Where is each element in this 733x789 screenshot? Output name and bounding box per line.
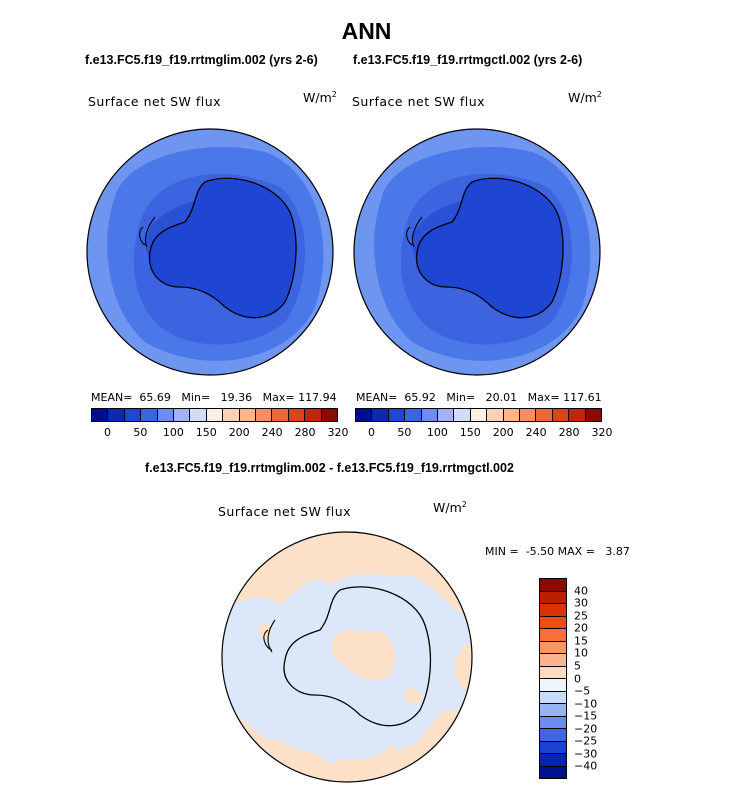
left-colorbar-swatch-6 [190,409,207,421]
diff-colorbar-swatch-6 [540,654,566,667]
left-colorbar [91,408,338,422]
left-colorbar-tick-label: 50 [133,426,148,439]
right-units: W/m2 [568,90,602,106]
right-colorbar-swatch-8 [487,409,504,421]
left-colorbar-swatch-0 [92,409,109,421]
diff-colorbar-swatch-7 [540,666,566,679]
right-colorbar-swatch-14 [585,409,602,421]
left-colorbar-swatch-7 [206,409,224,421]
left-colorbar-swatch-3 [141,409,158,421]
right-colorbar-tick-label: 240 [525,426,547,439]
diff-polar-map [221,531,473,783]
right-colorbar-tick-label: 200 [492,426,514,439]
right-polar-map [353,128,601,376]
diff-colorbar-tick-label: 25 [574,609,588,623]
right-colorbar-tick-label: 50 [397,426,412,439]
diff-colorbar-tick-label: 15 [574,634,588,648]
diff-colorbar-tick-label: 5 [574,659,581,673]
diff-colorbar-tick-label: 30 [574,596,588,610]
diff-colorbar-swatch-9 [540,691,566,704]
diff-colorbar-tick-label: −15 [574,709,598,723]
diff-colorbar-swatch-3 [540,616,566,629]
left-colorbar-tick-label: 100 [162,426,184,439]
diff-colorbar-tick-label: 20 [574,621,588,635]
diff-colorbar-swatch-14 [540,754,566,767]
left-colorbar-tick-label: 320 [327,426,349,439]
left-colorbar-swatch-13 [305,409,322,421]
right-colorbar-swatch-4 [421,409,439,421]
right-colorbar-swatch-10 [520,409,537,421]
diff-colorbar-swatch-1 [540,591,566,604]
diff-stats: MIN = -5.50 MAX = 3.87 [485,545,630,558]
right-colorbar-swatch-11 [536,409,553,421]
diff-colorbar-swatch-5 [540,641,566,654]
diff-colorbar-swatch-15 [540,766,566,778]
right-colorbar-tick-label: 100 [426,426,448,439]
diff-units: W/m2 [433,500,467,516]
left-colorbar-swatch-8 [223,409,240,421]
left-colorbar-swatch-10 [256,409,273,421]
left-colorbar-swatch-1 [108,409,125,421]
right-stats: MEAN= 65.92 Min= 20.01 Max= 117.61 [356,391,602,404]
right-colorbar-swatch-9 [503,409,521,421]
right-colorbar-tick-label: 280 [558,426,580,439]
left-colorbar-tick-label: 200 [228,426,250,439]
left-case-title: f.e13.FC5.f19_f19.rrtmglim.002 (yrs 2-6) [85,53,318,67]
left-colorbar-swatch-12 [288,409,306,421]
left-units: W/m2 [303,90,337,106]
left-colorbar-tick-label: 280 [294,426,316,439]
right-case-title: f.e13.FC5.f19_f19.rrtmgctl.002 (yrs 2-6) [353,53,583,67]
left-colorbar-swatch-5 [174,409,191,421]
right-colorbar-swatch-1 [372,409,389,421]
diff-colorbar-swatch-13 [540,741,566,754]
diff-colorbar-swatch-12 [540,729,566,742]
diff-colorbar-tick-label: −40 [574,759,598,773]
diff-colorbar-swatch-4 [540,629,566,642]
diff-colorbar-swatch-0 [540,579,566,592]
diff-colorbar-swatch-8 [540,679,566,692]
left-colorbar-swatch-14 [321,409,338,421]
left-colorbar-tick-label: 240 [261,426,283,439]
diff-colorbar-swatch-2 [540,604,566,617]
right-panel-label: Surface net SW flux [352,94,486,109]
diff-colorbar-swatch-10 [540,704,566,717]
diff-colorbar-tick-label: −25 [574,734,598,748]
right-colorbar [355,408,602,422]
right-colorbar-swatch-6 [454,409,471,421]
left-colorbar-swatch-9 [239,409,257,421]
diff-colorbar-tick-label: −30 [574,747,598,761]
left-polar-map [86,128,334,376]
right-colorbar-swatch-12 [552,409,570,421]
left-colorbar-swatch-11 [272,409,289,421]
left-stats: MEAN= 65.69 Min= 19.36 Max= 117.94 [91,391,337,404]
diff-colorbar-tick-label: −10 [574,697,598,711]
left-colorbar-tick-label: 150 [195,426,217,439]
left-panel-label: Surface net SW flux [88,94,222,109]
right-colorbar-tick-label: 320 [591,426,613,439]
left-colorbar-swatch-2 [124,409,142,421]
diff-case-title: f.e13.FC5.f19_f19.rrtmglim.002 - f.e13.F… [145,461,514,475]
diff-colorbar-tick-label: 40 [574,584,588,598]
right-colorbar-swatch-7 [470,409,488,421]
right-colorbar-swatch-13 [569,409,586,421]
diff-panel-label: Surface net SW flux [218,504,352,519]
right-colorbar-tick-label: 0 [367,426,375,439]
diff-colorbar-tick-label: −20 [574,722,598,736]
diff-colorbar-tick-label: −5 [574,684,591,698]
right-colorbar-swatch-5 [438,409,455,421]
diff-colorbar-tick-label: 0 [574,672,581,685]
page-title: ANN [341,18,392,44]
diff-colorbar-swatch-11 [540,716,566,729]
right-colorbar-swatch-2 [388,409,406,421]
left-colorbar-tick-label: 0 [103,426,111,439]
right-colorbar-tick-label: 150 [459,426,481,439]
right-colorbar-swatch-3 [405,409,422,421]
left-colorbar-swatch-4 [157,409,175,421]
diff-colorbar-tick-label: 10 [574,646,588,660]
diff-colorbar [539,578,567,779]
right-colorbar-swatch-0 [356,409,373,421]
